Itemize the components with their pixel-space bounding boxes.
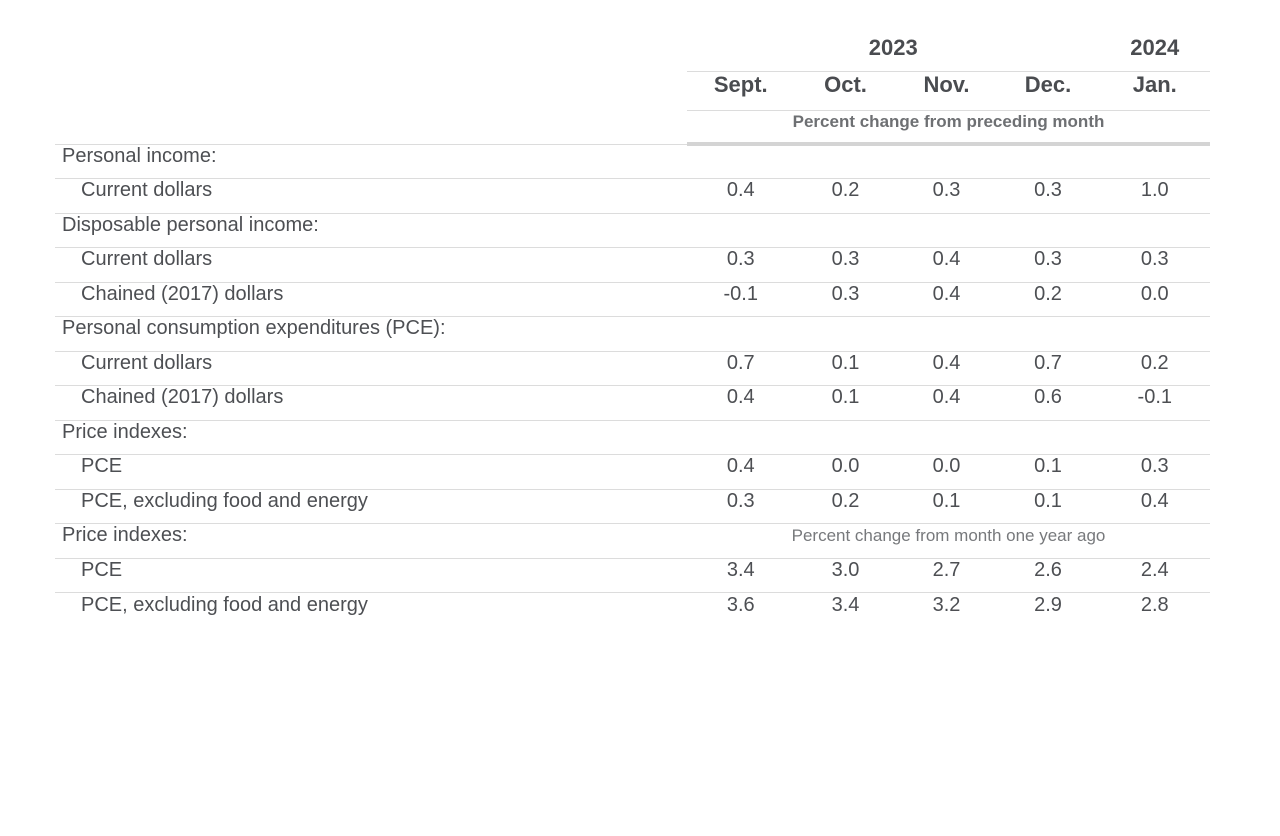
cell-value: 0.1 — [794, 350, 897, 386]
table-row: PCE 0.4 0.0 0.0 0.1 0.3 — [55, 454, 1211, 489]
cell-value: 0.3 — [1099, 454, 1211, 489]
cell-value: 0.4 — [896, 247, 997, 282]
year-header-row: 2023 2024 — [55, 30, 1211, 72]
table-row: Price indexes: — [55, 419, 1211, 455]
table-row: PCE, excluding food and energy 3.6 3.4 3… — [55, 592, 1211, 627]
cell-value: 1.0 — [1099, 178, 1211, 213]
column-header-dec: Dec. — [996, 71, 1100, 111]
column-header-jan: Jan. — [1099, 71, 1211, 111]
section-label: Personal consumption expenditures (PCE): — [55, 316, 687, 351]
row-label: PCE, excluding food and energy — [55, 488, 687, 524]
empty-cells — [687, 143, 1211, 179]
cell-value: 0.4 — [896, 350, 997, 386]
cell-value: 0.3 — [1099, 247, 1211, 282]
cell-value: 0.2 — [794, 178, 897, 213]
cell-value: 3.4 — [794, 592, 897, 627]
cell-value: 2.6 — [996, 557, 1100, 593]
cell-value: 0.1 — [996, 454, 1100, 489]
cell-value: 0.4 — [1099, 488, 1211, 524]
table-row: Personal consumption expenditures (PCE): — [55, 316, 1211, 351]
unit-note: Percent change from month one year ago — [687, 523, 1211, 558]
header-spacer — [55, 110, 687, 144]
cell-value: 0.1 — [996, 488, 1100, 524]
cell-value: 0.4 — [687, 385, 795, 420]
cell-value: -0.1 — [687, 281, 795, 317]
empty-cells — [687, 212, 1211, 248]
cell-value: 0.3 — [996, 178, 1100, 213]
cell-value: 0.3 — [687, 247, 795, 282]
year-label-2024: 2024 — [1099, 30, 1211, 72]
cell-value: 3.2 — [896, 592, 997, 627]
cell-value: 0.0 — [896, 454, 997, 489]
column-header-sept: Sept. — [687, 71, 795, 111]
cell-value: 0.2 — [1099, 350, 1211, 386]
cell-value: 0.3 — [996, 247, 1100, 282]
cell-value: 3.4 — [687, 557, 795, 593]
row-label: Current dollars — [55, 247, 687, 282]
unit-note: Percent change from preceding month — [687, 110, 1211, 146]
section-label: Price indexes: — [55, 523, 687, 558]
table-row: PCE, excluding food and energy 0.3 0.2 0… — [55, 488, 1211, 524]
cell-value: 0.0 — [794, 454, 897, 489]
column-header-nov: Nov. — [896, 71, 997, 111]
cell-value: 0.3 — [794, 247, 897, 282]
cell-value: 0.0 — [1099, 281, 1211, 317]
cell-value: 0.4 — [896, 281, 997, 317]
year-label-2023: 2023 — [687, 30, 1100, 72]
cell-value: 0.3 — [687, 488, 795, 524]
row-label: Current dollars — [55, 350, 687, 386]
cell-value: 0.3 — [794, 281, 897, 317]
cell-value: 0.2 — [794, 488, 897, 524]
row-label: PCE — [55, 557, 687, 593]
table-row: Price indexes: Percent change from month… — [55, 523, 1211, 558]
section-label: Disposable personal income: — [55, 212, 687, 248]
cell-value: 2.9 — [996, 592, 1100, 627]
cell-value: 2.4 — [1099, 557, 1211, 593]
table-row: Current dollars 0.3 0.3 0.4 0.3 0.3 — [55, 247, 1211, 282]
empty-cells — [687, 419, 1211, 455]
cell-value: -0.1 — [1099, 385, 1211, 420]
unit-note-row: Percent change from preceding month — [55, 110, 1211, 146]
cell-value: 0.4 — [896, 385, 997, 420]
section-label: Price indexes: — [55, 419, 687, 455]
column-header-oct: Oct. — [794, 71, 897, 111]
cell-value: 0.7 — [996, 350, 1100, 386]
cell-value: 0.1 — [896, 488, 997, 524]
header-spacer — [55, 71, 687, 110]
cell-value: 0.6 — [996, 385, 1100, 420]
row-label: Chained (2017) dollars — [55, 385, 687, 420]
cell-value: 2.7 — [896, 557, 997, 593]
header-spacer — [55, 30, 687, 71]
income-outlays-table: 2023 2024 Sept. Oct. Nov. Dec. Jan. Perc… — [55, 30, 1211, 627]
cell-value: 0.3 — [896, 178, 997, 213]
row-label: PCE — [55, 454, 687, 489]
table-row: Personal income: — [55, 143, 1211, 179]
row-label: Chained (2017) dollars — [55, 281, 687, 317]
cell-value: 0.4 — [687, 454, 795, 489]
table-row: Current dollars 0.4 0.2 0.3 0.3 1.0 — [55, 178, 1211, 213]
empty-cells — [687, 316, 1211, 351]
cell-value: 0.2 — [996, 281, 1100, 317]
cell-value: 0.1 — [794, 385, 897, 420]
table-row: PCE 3.4 3.0 2.7 2.6 2.4 — [55, 557, 1211, 593]
row-label: Current dollars — [55, 178, 687, 213]
table-row: Current dollars 0.7 0.1 0.4 0.7 0.2 — [55, 350, 1211, 386]
table-row: Chained (2017) dollars 0.4 0.1 0.4 0.6 -… — [55, 385, 1211, 420]
row-label: PCE, excluding food and energy — [55, 592, 687, 627]
cell-value: 0.7 — [687, 350, 795, 386]
cell-value: 2.8 — [1099, 592, 1211, 627]
table-row: Chained (2017) dollars -0.1 0.3 0.4 0.2 … — [55, 281, 1211, 317]
section-label: Personal income: — [55, 143, 687, 179]
cell-value: 3.6 — [687, 592, 795, 627]
cell-value: 3.0 — [794, 557, 897, 593]
table-row: Disposable personal income: — [55, 212, 1211, 248]
cell-value: 0.4 — [687, 178, 795, 213]
month-header-row: Sept. Oct. Nov. Dec. Jan. — [55, 71, 1211, 111]
